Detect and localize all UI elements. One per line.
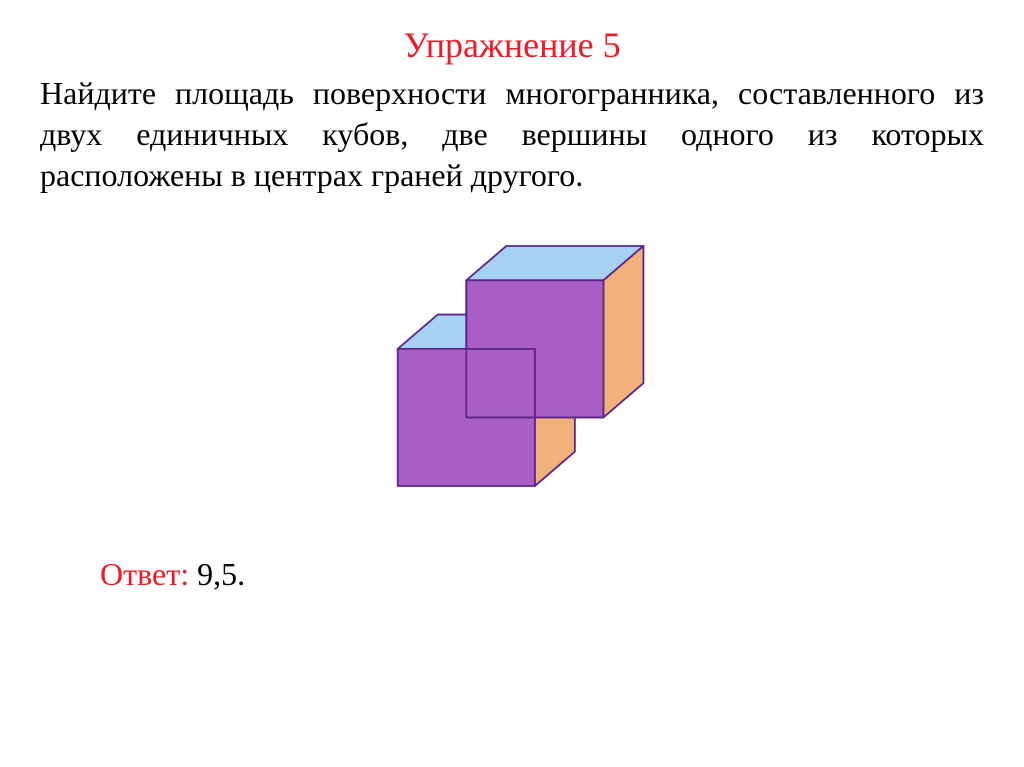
answer-label: Ответ: <box>100 556 197 592</box>
title-text: Упражнение 5 <box>403 25 620 65</box>
problem-text: Найдите площадь поверхности многогранник… <box>40 73 984 196</box>
answer-line: Ответ: 9,5. <box>100 556 984 593</box>
figure-container <box>40 216 984 516</box>
slide-page: Упражнение 5 Найдите площадь поверхности… <box>0 0 1024 767</box>
exercise-title: Упражнение 5 <box>40 24 984 67</box>
answer-value: 9,5. <box>197 556 245 592</box>
cubes-diagram <box>352 216 672 516</box>
